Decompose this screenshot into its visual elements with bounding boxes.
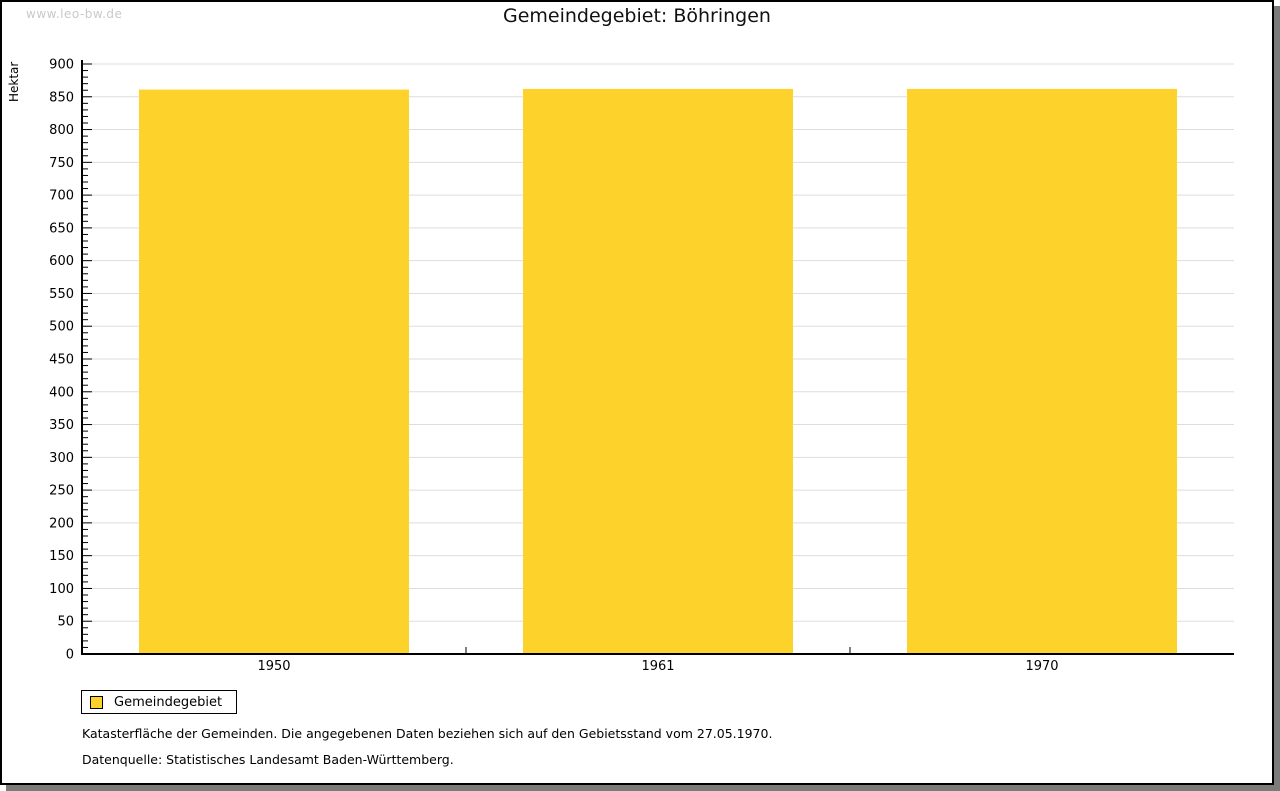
bar-series-gemeindegebiet <box>139 88 1177 655</box>
chart-canvas: 1950 1961 1970 0 50 100 150 200 250 300 350 400 450 5… <box>7 58 1234 674</box>
y-tick-label-200: 200 <box>49 516 74 531</box>
y-tick-label-300: 300 <box>49 451 74 466</box>
x-tick-label-1950: 1950 <box>257 659 290 674</box>
bar-1950 <box>139 89 409 655</box>
x-tick-label-1970: 1970 <box>1025 659 1058 674</box>
y-tick-label-650: 650 <box>49 221 74 236</box>
watermark: www.leo-bw.de <box>26 7 123 21</box>
y-tick-label-250: 250 <box>49 484 74 499</box>
bar-1970 <box>907 88 1177 654</box>
footnote-datenquelle: Datenquelle: Statistisches Landesamt Bad… <box>82 752 454 767</box>
legend-label: Gemeindegebiet <box>114 694 223 710</box>
y-tick-label-850: 850 <box>49 90 74 105</box>
y-tick-label-400: 400 <box>49 385 74 400</box>
y-tick-label-700: 700 <box>49 189 74 204</box>
legend-box: Gemeindegebiet <box>81 690 238 714</box>
y-tick-label-50: 50 <box>57 615 74 630</box>
y-tick-label-500: 500 <box>49 320 74 335</box>
y-tick-label-550: 550 <box>49 287 74 302</box>
y-tick-label-600: 600 <box>49 254 74 269</box>
y-tick-label-450: 450 <box>49 353 74 368</box>
y-tick-label-350: 350 <box>49 418 74 433</box>
page-title: Gemeindegebiet: Böhringen <box>503 5 771 27</box>
y-tick-label-800: 800 <box>49 123 74 138</box>
legend-swatch <box>90 695 103 709</box>
y-tick-label-0: 0 <box>66 648 74 663</box>
bar-1961 <box>523 88 793 654</box>
y-tick-label-100: 100 <box>49 582 74 597</box>
y-tick-label-150: 150 <box>49 549 74 564</box>
y-axis-ticks: 0 50 100 150 200 250 300 350 400 450 500 550 600 650 7… <box>49 58 92 663</box>
y-tick-label-750: 750 <box>49 156 74 171</box>
y-axis-title: Hektar <box>7 62 21 102</box>
x-tick-label-1961: 1961 <box>641 659 674 674</box>
axes <box>81 60 1234 655</box>
y-tick-label-900: 900 <box>49 58 74 73</box>
footnote-gebietsstand: Katasterfläche der Gemeinden. Die angege… <box>82 726 773 741</box>
